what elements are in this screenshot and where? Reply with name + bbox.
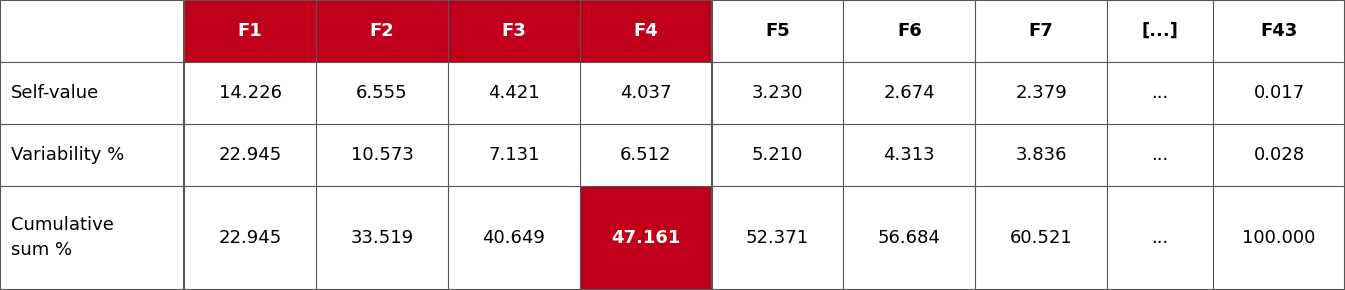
- Text: ...: ...: [1151, 229, 1169, 247]
- Text: 22.945: 22.945: [219, 146, 282, 164]
- Text: F5: F5: [765, 22, 790, 40]
- Text: 2.674: 2.674: [884, 84, 935, 102]
- Bar: [316, 124, 448, 186]
- Bar: [1213, 186, 1345, 290]
- Bar: [448, 62, 580, 124]
- Bar: [843, 124, 975, 186]
- Bar: [975, 0, 1107, 62]
- Text: 4.421: 4.421: [488, 84, 539, 102]
- Text: 33.519: 33.519: [351, 229, 414, 247]
- Bar: [448, 186, 580, 290]
- Bar: [843, 0, 975, 62]
- Bar: [580, 186, 712, 290]
- Bar: [0, 0, 184, 62]
- Bar: [1107, 62, 1213, 124]
- Bar: [0, 186, 184, 290]
- Bar: [712, 62, 843, 124]
- Bar: [184, 0, 316, 62]
- Bar: [975, 124, 1107, 186]
- Bar: [580, 124, 712, 186]
- Bar: [580, 0, 712, 62]
- Bar: [0, 62, 184, 124]
- Text: 22.945: 22.945: [219, 229, 282, 247]
- Text: 0.028: 0.028: [1254, 146, 1305, 164]
- Bar: [843, 62, 975, 124]
- Text: F6: F6: [897, 22, 921, 40]
- Text: 7.131: 7.131: [488, 146, 539, 164]
- Text: Variability %: Variability %: [11, 146, 124, 164]
- Text: 60.521: 60.521: [1010, 229, 1072, 247]
- Text: 4.313: 4.313: [884, 146, 935, 164]
- Text: F3: F3: [502, 22, 526, 40]
- Text: [...]: [...]: [1142, 22, 1178, 40]
- Bar: [580, 62, 712, 124]
- Text: 100.000: 100.000: [1243, 229, 1315, 247]
- Text: 2.379: 2.379: [1015, 84, 1067, 102]
- Text: 6.555: 6.555: [356, 84, 408, 102]
- Bar: [712, 186, 843, 290]
- Text: ...: ...: [1151, 146, 1169, 164]
- Text: 3.230: 3.230: [752, 84, 803, 102]
- Bar: [1213, 0, 1345, 62]
- Text: F7: F7: [1029, 22, 1053, 40]
- Bar: [448, 124, 580, 186]
- Text: 10.573: 10.573: [351, 146, 413, 164]
- Bar: [0, 124, 184, 186]
- Bar: [1107, 0, 1213, 62]
- Text: F2: F2: [370, 22, 394, 40]
- Bar: [184, 62, 316, 124]
- Bar: [712, 0, 843, 62]
- Text: 3.836: 3.836: [1015, 146, 1067, 164]
- Text: 14.226: 14.226: [219, 84, 281, 102]
- Text: F4: F4: [633, 22, 658, 40]
- Bar: [975, 62, 1107, 124]
- Text: Self-value: Self-value: [11, 84, 100, 102]
- Bar: [1107, 124, 1213, 186]
- Bar: [184, 186, 316, 290]
- Text: 56.684: 56.684: [878, 229, 940, 247]
- Bar: [975, 186, 1107, 290]
- Text: 40.649: 40.649: [483, 229, 545, 247]
- Bar: [843, 186, 975, 290]
- Text: 47.161: 47.161: [611, 229, 681, 247]
- Text: F43: F43: [1260, 22, 1298, 40]
- Text: ...: ...: [1151, 84, 1169, 102]
- Text: 6.512: 6.512: [620, 146, 671, 164]
- Text: 4.037: 4.037: [620, 84, 671, 102]
- Bar: [1213, 124, 1345, 186]
- Bar: [712, 124, 843, 186]
- Text: 5.210: 5.210: [752, 146, 803, 164]
- Bar: [1107, 186, 1213, 290]
- Text: Cumulative
sum %: Cumulative sum %: [11, 216, 113, 259]
- Bar: [316, 186, 448, 290]
- Bar: [1213, 62, 1345, 124]
- Text: 0.017: 0.017: [1254, 84, 1305, 102]
- Text: F1: F1: [238, 22, 262, 40]
- Text: 52.371: 52.371: [746, 229, 810, 247]
- Bar: [448, 0, 580, 62]
- Bar: [184, 124, 316, 186]
- Bar: [316, 0, 448, 62]
- Bar: [316, 62, 448, 124]
